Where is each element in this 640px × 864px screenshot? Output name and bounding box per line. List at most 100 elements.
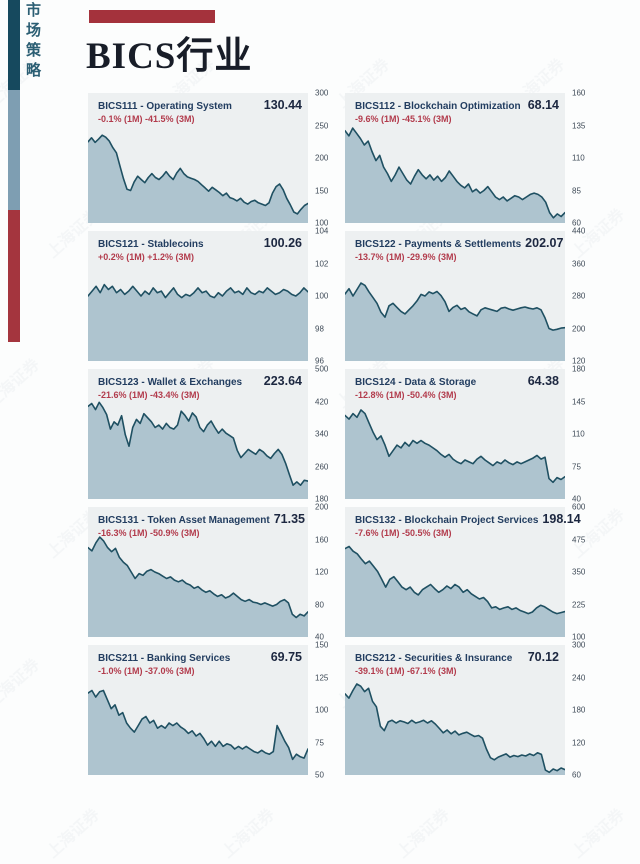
area-chart xyxy=(88,536,308,637)
area-fill-path xyxy=(88,135,308,223)
axis-tick-label: 150 xyxy=(315,186,329,195)
axis-tick-label: 420 xyxy=(315,397,329,406)
sidebar-strip-slate xyxy=(8,90,20,210)
area-chart xyxy=(345,409,565,499)
chart-header: BICS132 - Blockchain Project Services 19… xyxy=(355,512,581,526)
chart-header: BICS112 - Blockchain Optimization 68.14 xyxy=(355,98,559,112)
chart-panel[interactable]: BICS112 - Blockchain Optimization 68.14 … xyxy=(345,93,565,223)
chart-header: BICS121 - Stablecoins 100.26 xyxy=(98,236,302,250)
axis-tick-label: 350 xyxy=(572,567,586,577)
chart-panel[interactable]: BICS131 - Token Asset Management 71.35 -… xyxy=(88,507,308,637)
axis-tick-label: 75 xyxy=(315,738,324,747)
chart-change: -9.6% (1M) -45.1% (3M) xyxy=(355,114,452,124)
chart-cell: BICS121 - Stablecoins 100.26 +0.2% (1M) … xyxy=(88,227,340,366)
axis-tick-label: 150 xyxy=(315,640,329,650)
chart-cell: BICS124 - Data & Storage 64.38 -12.8% (1… xyxy=(345,365,597,504)
axis-tick-label: 200 xyxy=(572,324,586,333)
axis-tick-label: 280 xyxy=(572,291,586,301)
axis-tick-label: 180 xyxy=(572,705,586,715)
chart-panel[interactable]: BICS121 - Stablecoins 100.26 +0.2% (1M) … xyxy=(88,231,308,361)
chart-header: BICS123 - Wallet & Exchanges 223.64 xyxy=(98,374,302,388)
axis-tick-label: 260 xyxy=(315,462,329,471)
chart-panel[interactable]: BICS123 - Wallet & Exchanges 223.64 -21.… xyxy=(88,369,308,499)
chart-cell: BICS111 - Operating System 130.44 -0.1% … xyxy=(88,89,340,228)
chart-title: BICS124 - Data & Storage xyxy=(355,377,477,388)
axis-tick-label: 60 xyxy=(572,770,581,780)
watermark-text: 上海证券 xyxy=(219,806,279,862)
chart-panel[interactable]: BICS124 - Data & Storage 64.38 -12.8% (1… xyxy=(345,369,565,499)
axis-tick-label: 110 xyxy=(572,153,585,163)
area-fill-path xyxy=(345,283,565,361)
chart-cell: BICS131 - Token Asset Management 71.35 -… xyxy=(88,503,340,642)
axis-tick-label: 440 xyxy=(572,226,586,236)
axis-tick-label: 360 xyxy=(572,259,586,268)
axis-tick-label: 600 xyxy=(572,502,586,512)
area-chart xyxy=(88,401,308,499)
axis-tick-label: 300 xyxy=(572,640,586,650)
chart-value: 68.14 xyxy=(527,98,559,112)
chart-header: BICS122 - Payments & Settlements 202.07 xyxy=(355,236,563,250)
chart-change: -7.6% (1M) -50.5% (3M) xyxy=(355,528,452,538)
watermark-text: 上海证券 xyxy=(44,806,104,862)
axis-tick-label: 120 xyxy=(572,356,586,366)
area-fill-path xyxy=(345,684,565,775)
watermark-text: 上海证券 xyxy=(0,656,44,712)
area-chart xyxy=(345,683,565,775)
axis-tick-label: 200 xyxy=(315,502,329,512)
chart-panel[interactable]: BICS132 - Blockchain Project Services 19… xyxy=(345,507,581,637)
chart-value: 70.12 xyxy=(527,650,559,664)
page-title: BICS行业 xyxy=(86,36,253,77)
axis-tick-label: 120 xyxy=(572,738,586,747)
watermark-text: 上海证券 xyxy=(0,356,44,412)
y-axis-tick-labels: 104 102 100 98 96 xyxy=(308,227,340,366)
price-line-path xyxy=(88,689,308,761)
chart-panel[interactable]: BICS122 - Payments & Settlements 202.07 … xyxy=(345,231,565,361)
axis-tick-label: 160 xyxy=(572,88,586,98)
chart-value: 202.07 xyxy=(525,236,564,250)
chart-change: -1.0% (1M) -37.0% (3M) xyxy=(98,666,195,676)
axis-tick-label: 180 xyxy=(315,494,329,504)
chart-title: BICS111 - Operating System xyxy=(98,101,232,112)
header-accent-bar xyxy=(89,10,215,23)
axis-tick-label: 135 xyxy=(572,121,586,130)
chart-panel[interactable]: BICS211 - Banking Services 69.75 -1.0% (… xyxy=(88,645,308,775)
area-fill-path xyxy=(88,402,308,499)
price-line-path xyxy=(345,409,565,484)
axis-tick-label: 340 xyxy=(315,429,329,439)
y-axis-tick-labels: 600 475 350 225 100 xyxy=(565,503,597,642)
y-axis-tick-labels: 500 420 340 260 180 xyxy=(308,365,340,504)
watermark-text: 上海证券 xyxy=(394,806,454,862)
chart-title: BICS112 - Blockchain Optimization xyxy=(355,101,521,112)
chart-cell: BICS212 - Securities & Insurance 70.12 -… xyxy=(345,641,597,780)
axis-tick-label: 300 xyxy=(315,88,329,98)
axis-tick-label: 85 xyxy=(572,186,581,195)
area-fill-path xyxy=(345,546,565,637)
y-axis-tick-labels: 150 125 100 75 50 xyxy=(308,641,340,780)
chart-title: BICS211 - Banking Services xyxy=(98,653,231,664)
axis-tick-label: 110 xyxy=(572,429,585,439)
chart-header: BICS211 - Banking Services 69.75 xyxy=(98,650,302,664)
chart-title: BICS121 - Stablecoins xyxy=(98,239,204,250)
axis-tick-label: 180 xyxy=(572,364,586,374)
chart-header: BICS212 - Securities & Insurance 70.12 xyxy=(355,650,559,664)
price-line-path xyxy=(345,545,565,615)
axis-tick-label: 225 xyxy=(572,600,586,609)
axis-tick-label: 100 xyxy=(572,632,586,642)
axis-tick-label: 240 xyxy=(572,673,586,682)
price-line-path xyxy=(345,282,565,331)
chart-title: BICS131 - Token Asset Management xyxy=(98,515,270,526)
area-fill-path xyxy=(345,409,565,499)
sidebar-strip-teal xyxy=(8,0,20,90)
chart-value: 198.14 xyxy=(542,512,581,526)
price-line-path xyxy=(345,127,565,219)
chart-value: 71.35 xyxy=(273,512,305,526)
chart-panel[interactable]: BICS111 - Operating System 130.44 -0.1% … xyxy=(88,93,308,223)
chart-header: BICS111 - Operating System 130.44 xyxy=(98,98,302,112)
axis-tick-label: 160 xyxy=(315,535,329,544)
area-chart xyxy=(345,545,565,637)
axis-tick-label: 100 xyxy=(315,218,329,228)
axis-tick-label: 104 xyxy=(315,226,329,236)
chart-panel[interactable]: BICS212 - Securities & Insurance 70.12 -… xyxy=(345,645,565,775)
axis-tick-label: 125 xyxy=(315,673,329,682)
